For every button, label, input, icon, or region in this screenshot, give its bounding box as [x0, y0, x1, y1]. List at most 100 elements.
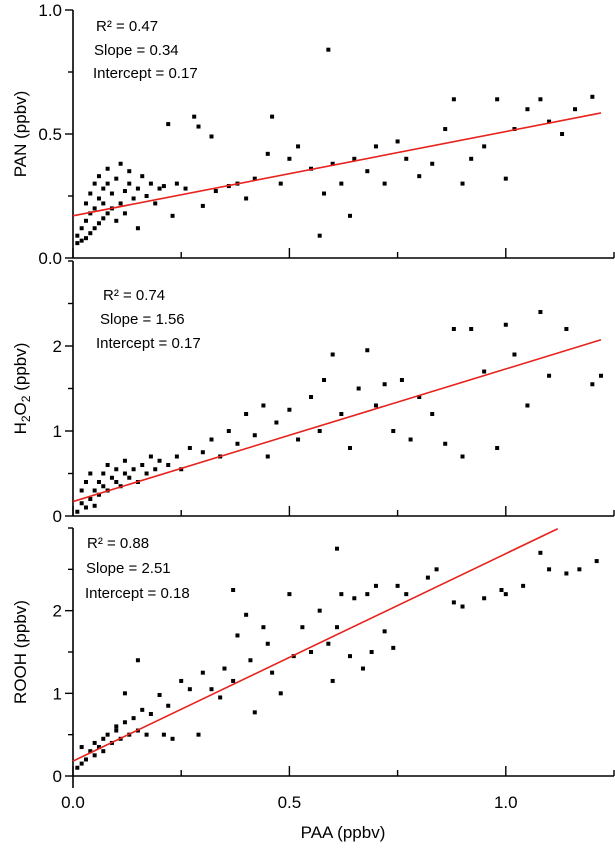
data-point	[231, 588, 236, 592]
data-point	[101, 216, 106, 221]
data-point	[92, 206, 97, 211]
data-point	[235, 633, 240, 638]
data-point	[451, 97, 456, 102]
data-point	[335, 546, 340, 551]
data-point	[153, 467, 158, 472]
data-point	[83, 505, 88, 510]
y-tick-label: 0.0	[38, 249, 62, 268]
data-point	[252, 710, 257, 715]
label-text: ROOH (ppbv)	[11, 600, 30, 704]
data-point	[460, 181, 465, 186]
data-point	[166, 122, 171, 127]
data-point	[148, 181, 153, 186]
data-point	[538, 550, 543, 555]
data-point	[122, 189, 127, 194]
data-point	[92, 226, 97, 231]
data-point	[88, 191, 93, 196]
data-point	[564, 327, 569, 331]
data-point	[179, 678, 184, 683]
data-point	[335, 625, 340, 630]
data-point	[278, 181, 283, 186]
data-point	[547, 119, 552, 124]
data-point	[399, 378, 404, 382]
data-point	[105, 463, 110, 467]
data-point	[309, 650, 314, 654]
data-point	[495, 446, 500, 450]
data-point	[79, 488, 84, 493]
data-point	[144, 471, 149, 476]
data-point	[148, 712, 153, 716]
y-tick-label: 1	[53, 684, 62, 703]
data-point	[373, 144, 378, 149]
r-squared-label: R² = 0.47	[96, 18, 158, 35]
data-point	[79, 226, 84, 231]
data-point	[499, 588, 504, 592]
data-point	[144, 194, 149, 198]
data-point	[460, 604, 465, 609]
data-point	[296, 144, 301, 149]
data-point	[278, 691, 283, 696]
data-point	[451, 600, 456, 605]
data-point	[144, 732, 149, 737]
data-point	[248, 658, 253, 663]
data-point	[495, 97, 500, 102]
data-point	[161, 184, 166, 189]
data-point	[382, 181, 387, 186]
data-point	[183, 186, 188, 191]
data-point	[75, 509, 80, 514]
data-point	[590, 94, 595, 99]
data-point	[326, 47, 331, 52]
data-point	[170, 736, 175, 741]
data-point	[503, 322, 508, 327]
data-point	[547, 567, 552, 572]
intercept-label: Intercept = 0.17	[96, 335, 201, 352]
data-point	[564, 571, 569, 576]
data-point	[347, 654, 352, 659]
data-point	[101, 471, 106, 476]
data-point	[75, 233, 80, 238]
data-point	[83, 236, 88, 241]
data-point	[114, 467, 119, 472]
data-point	[369, 650, 374, 654]
data-point	[317, 608, 322, 613]
panel-1: 0.0 0.5 1.0 PAN (ppbv) R² = 0.47 Slope = 0.34…	[11, 1, 615, 268]
data-point	[594, 559, 599, 564]
data-point	[287, 592, 292, 597]
regression-line	[72, 528, 559, 762]
data-point	[373, 583, 378, 588]
label-text: H	[11, 422, 30, 434]
y-axis-title: H2O2 (ppbv)	[11, 343, 33, 435]
data-point	[443, 127, 448, 132]
data-point	[105, 732, 110, 737]
data-point	[196, 732, 201, 737]
data-point	[265, 151, 270, 156]
data-point	[443, 441, 448, 446]
data-point	[92, 488, 97, 493]
data-point	[365, 348, 370, 353]
data-point	[96, 492, 101, 497]
data-point	[157, 186, 162, 191]
data-point	[83, 757, 88, 762]
data-point	[187, 446, 192, 450]
data-point	[218, 695, 223, 700]
regression-line	[72, 339, 602, 503]
data-point	[482, 144, 487, 149]
data-point	[339, 592, 344, 597]
data-point	[170, 213, 175, 218]
y-tick-label: 1.0	[38, 1, 62, 20]
panel-3: 0 1 2 ROOH (ppbv) R² = 0.88 Slope = 2.51 Inter…	[11, 527, 615, 788]
data-point	[79, 745, 84, 750]
data-point	[330, 678, 335, 683]
data-point	[109, 475, 114, 480]
data-point	[166, 463, 171, 467]
data-point	[196, 124, 201, 129]
data-point	[200, 450, 205, 455]
data-point	[599, 373, 604, 378]
data-point	[118, 201, 123, 206]
data-point	[317, 429, 322, 433]
data-point	[96, 196, 101, 201]
data-point	[270, 114, 275, 119]
data-point	[114, 218, 119, 223]
